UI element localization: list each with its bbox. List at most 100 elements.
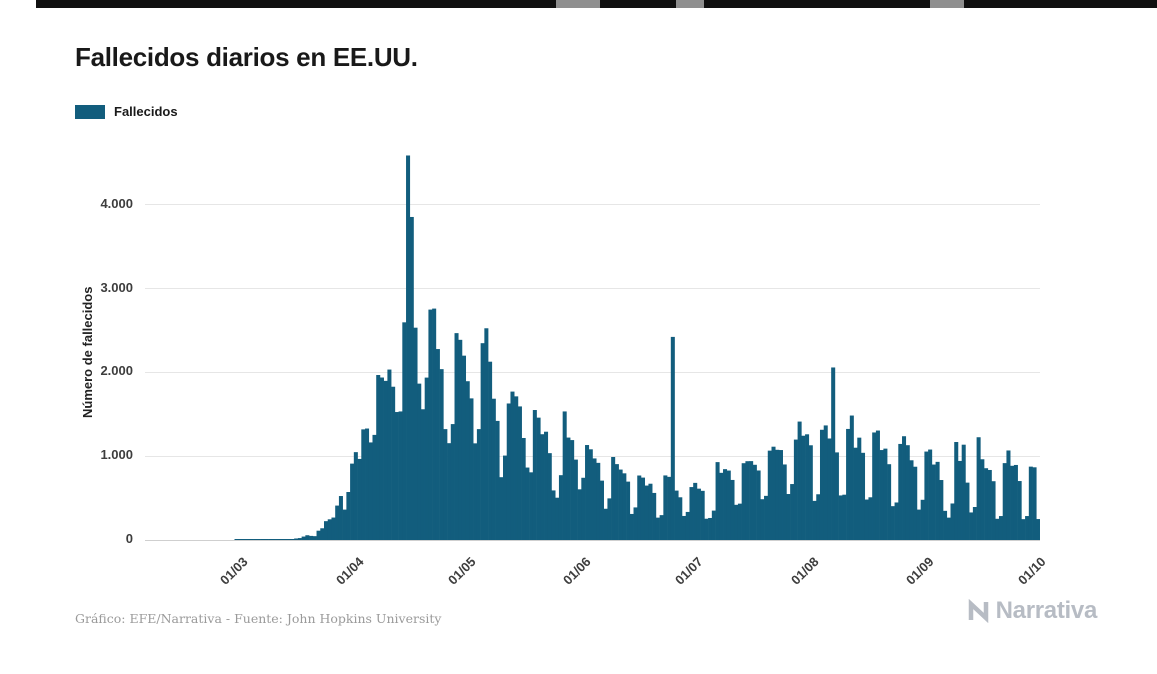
bar bbox=[379, 377, 384, 540]
bar bbox=[812, 500, 817, 540]
bar bbox=[346, 492, 351, 540]
bar bbox=[741, 463, 746, 540]
bar bbox=[312, 536, 317, 540]
bar bbox=[913, 466, 918, 540]
legend-swatch bbox=[75, 104, 105, 119]
bar bbox=[361, 429, 366, 540]
bar bbox=[331, 517, 336, 540]
x-tick-label: 01/08 bbox=[787, 554, 822, 588]
bar bbox=[670, 336, 675, 540]
bar bbox=[282, 539, 288, 540]
bar bbox=[890, 506, 895, 540]
gridline-3000 bbox=[145, 288, 1040, 290]
bar bbox=[353, 452, 358, 540]
chart-title: Fallecidos diarios en EE.UU. bbox=[75, 42, 418, 72]
bar bbox=[898, 443, 903, 540]
bar bbox=[704, 518, 709, 540]
bar bbox=[465, 381, 470, 540]
bar bbox=[368, 442, 373, 540]
bar bbox=[887, 464, 892, 540]
bar bbox=[555, 497, 560, 540]
bar bbox=[693, 482, 698, 540]
bar bbox=[838, 495, 843, 540]
bar bbox=[365, 428, 370, 540]
bar bbox=[544, 431, 549, 540]
y-axis-title: Número de fallecidos bbox=[80, 286, 95, 418]
bar bbox=[935, 461, 940, 540]
bar bbox=[674, 490, 679, 540]
bar bbox=[998, 516, 1004, 540]
bar bbox=[443, 429, 448, 540]
bar bbox=[1017, 481, 1022, 540]
bar bbox=[1006, 450, 1011, 540]
bar bbox=[529, 472, 534, 540]
bar bbox=[301, 536, 306, 540]
bar bbox=[678, 497, 683, 540]
bar bbox=[972, 507, 977, 540]
bar bbox=[525, 467, 530, 540]
bar bbox=[297, 538, 302, 540]
bar bbox=[424, 377, 429, 540]
bar bbox=[801, 435, 806, 540]
bar bbox=[745, 461, 750, 540]
bar bbox=[484, 328, 489, 540]
bar bbox=[294, 538, 299, 540]
bar bbox=[961, 444, 966, 540]
bar bbox=[387, 369, 392, 540]
bar bbox=[238, 539, 243, 540]
bar bbox=[476, 429, 481, 540]
top-strip-gap bbox=[676, 0, 704, 8]
bar bbox=[383, 380, 388, 540]
bar bbox=[585, 445, 590, 540]
bar bbox=[827, 438, 832, 540]
bar bbox=[723, 469, 728, 540]
bar bbox=[506, 403, 511, 540]
bar bbox=[905, 445, 910, 540]
bar bbox=[831, 367, 836, 540]
bar bbox=[249, 539, 254, 540]
bar bbox=[1010, 465, 1015, 540]
y-tick-label: 1.000 bbox=[100, 447, 133, 463]
bar bbox=[547, 453, 552, 540]
bar bbox=[260, 539, 265, 540]
bar bbox=[503, 455, 508, 540]
bar bbox=[566, 437, 571, 540]
bar bbox=[324, 521, 329, 540]
bar bbox=[767, 450, 772, 540]
bar bbox=[398, 411, 403, 540]
bar bbox=[256, 539, 261, 540]
y-tick-label: 0 bbox=[125, 531, 133, 546]
bar bbox=[592, 458, 597, 540]
bar bbox=[778, 450, 783, 540]
x-tick-label: 01/03 bbox=[217, 554, 251, 588]
bar bbox=[540, 434, 545, 540]
bar bbox=[335, 505, 340, 540]
bar bbox=[469, 398, 474, 540]
bar bbox=[305, 535, 310, 540]
bar bbox=[435, 349, 440, 540]
bar bbox=[637, 475, 642, 540]
bar bbox=[909, 460, 914, 540]
bar bbox=[764, 495, 769, 540]
bar bbox=[861, 452, 866, 540]
bar bbox=[1036, 519, 1040, 540]
bar bbox=[611, 457, 616, 540]
bar bbox=[391, 386, 396, 540]
bar bbox=[752, 464, 757, 540]
bar bbox=[991, 481, 996, 540]
bar bbox=[644, 485, 649, 540]
bar bbox=[536, 417, 541, 540]
bar bbox=[719, 472, 724, 540]
bar bbox=[495, 420, 500, 540]
bar bbox=[931, 464, 936, 540]
bar bbox=[1002, 463, 1007, 540]
bar bbox=[413, 327, 418, 540]
bar bbox=[775, 449, 780, 540]
bar bbox=[924, 451, 929, 540]
bar bbox=[965, 482, 970, 540]
bar bbox=[510, 391, 515, 540]
bar bbox=[458, 339, 463, 540]
bar bbox=[730, 479, 735, 540]
bar bbox=[980, 459, 985, 540]
bar bbox=[234, 539, 239, 540]
